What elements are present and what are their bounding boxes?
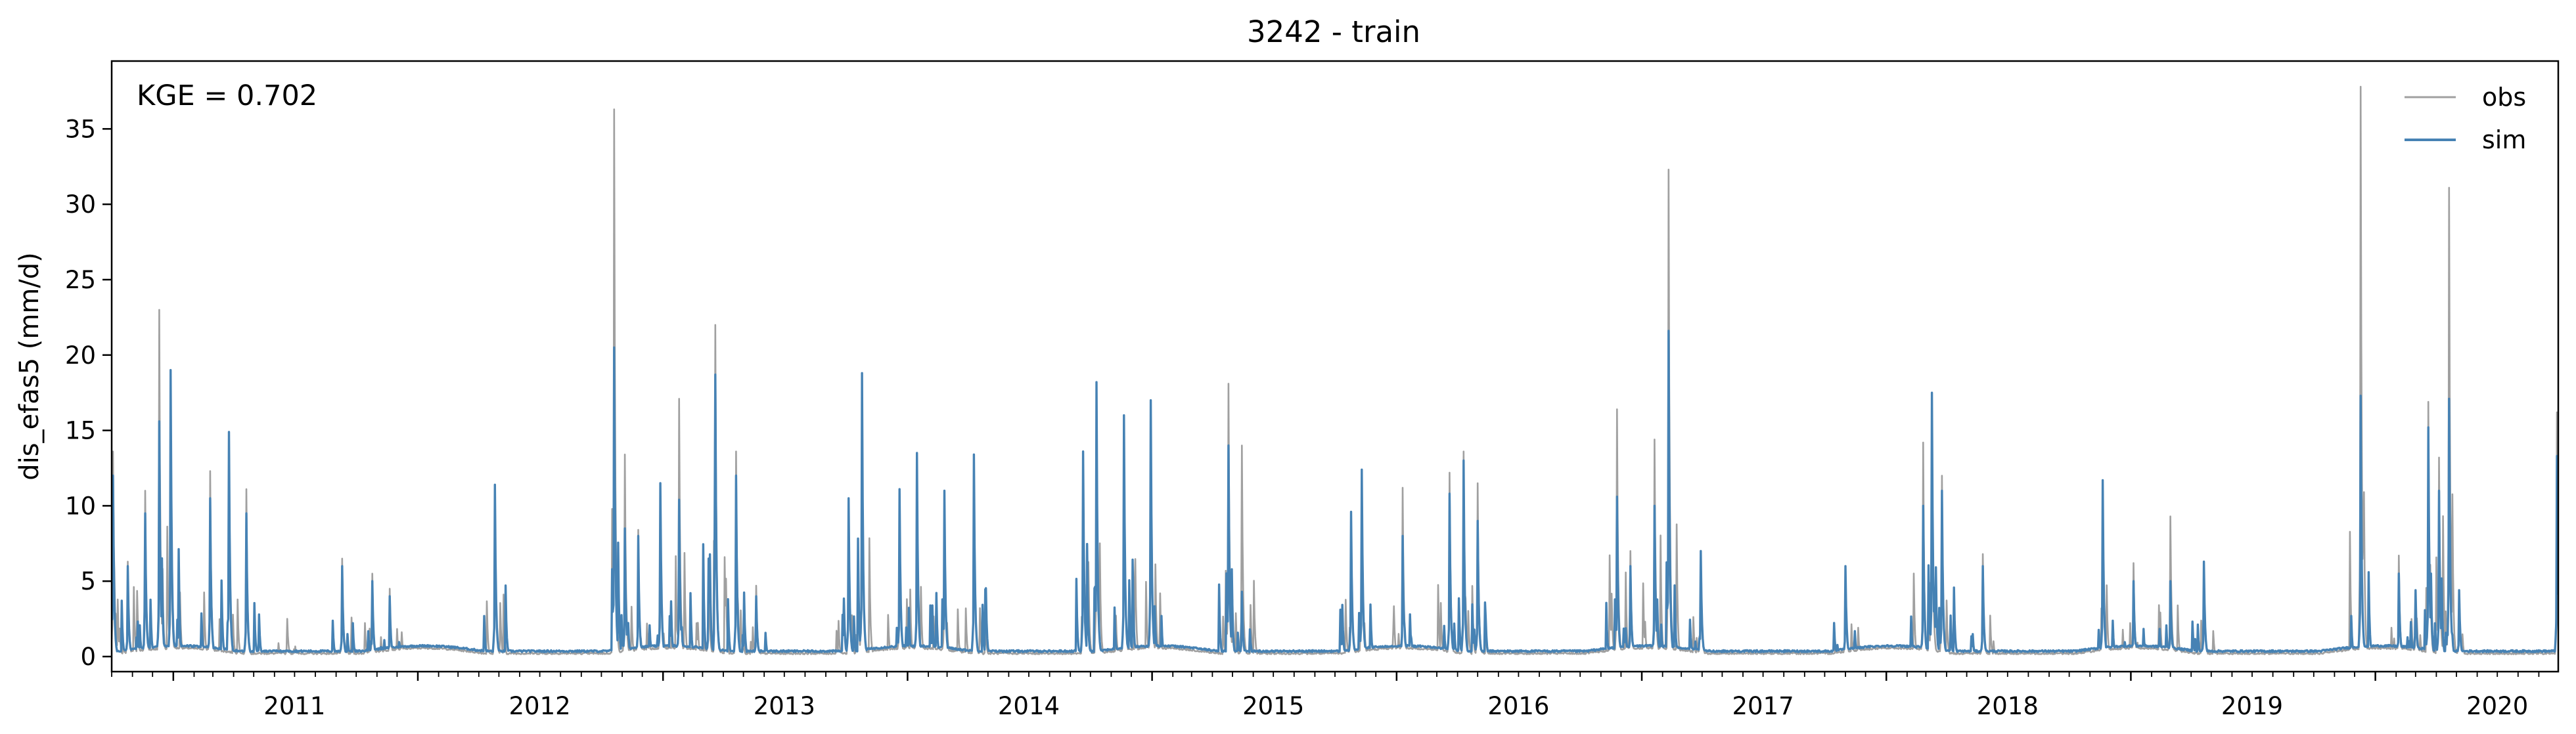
obs-series-line	[112, 85, 2558, 655]
x-tick-label: 2012	[509, 692, 571, 720]
y-tick-label: 0	[80, 643, 96, 671]
x-tick-label: 2015	[1242, 692, 1304, 720]
sim-series-line	[112, 330, 2558, 653]
x-axis: 2011 2012 2013 2014 2015 2016 2017 2018 2019 2020	[111, 672, 2540, 720]
x-tick-label: 2019	[2221, 692, 2283, 720]
y-tick-label: 15	[65, 417, 96, 445]
y-tick-label: 10	[65, 492, 96, 520]
legend-obs-label: obs	[2482, 83, 2526, 112]
y-tick-label: 35	[65, 115, 96, 143]
y-tick-label: 20	[65, 341, 96, 370]
x-tick-label: 2014	[998, 692, 1060, 720]
x-tick-label: 2011	[263, 692, 325, 720]
chart-title: 3242 - train	[1247, 14, 1420, 49]
y-tick-label: 30	[65, 190, 96, 219]
x-tick-label: 2017	[1732, 692, 1794, 720]
kge-annotation: KGE = 0.702	[137, 79, 317, 112]
x-tick-label: 2016	[1487, 692, 1549, 720]
series-layer	[112, 85, 2558, 655]
x-tick-label: 2018	[1977, 692, 2039, 720]
x-tick-label: 2013	[754, 692, 815, 720]
legend: obs sim	[2405, 83, 2526, 154]
y-tick-label: 5	[80, 567, 96, 595]
y-axis: 0 5 10 15 20 25 30 35	[65, 115, 112, 671]
x-tick-label: 2020	[2466, 692, 2528, 720]
legend-sim-label: sim	[2482, 125, 2526, 154]
y-axis-label: dis_efas5 (mm/d)	[14, 252, 45, 481]
y-tick-label: 25	[65, 266, 96, 294]
